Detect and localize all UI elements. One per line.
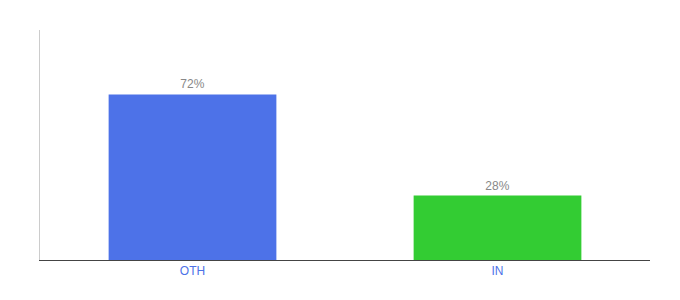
svg-text:IN: IN: [492, 264, 504, 278]
svg-text:72%: 72%: [180, 77, 204, 91]
svg-text:28%: 28%: [485, 179, 509, 193]
svg-text:OTH: OTH: [180, 264, 205, 278]
